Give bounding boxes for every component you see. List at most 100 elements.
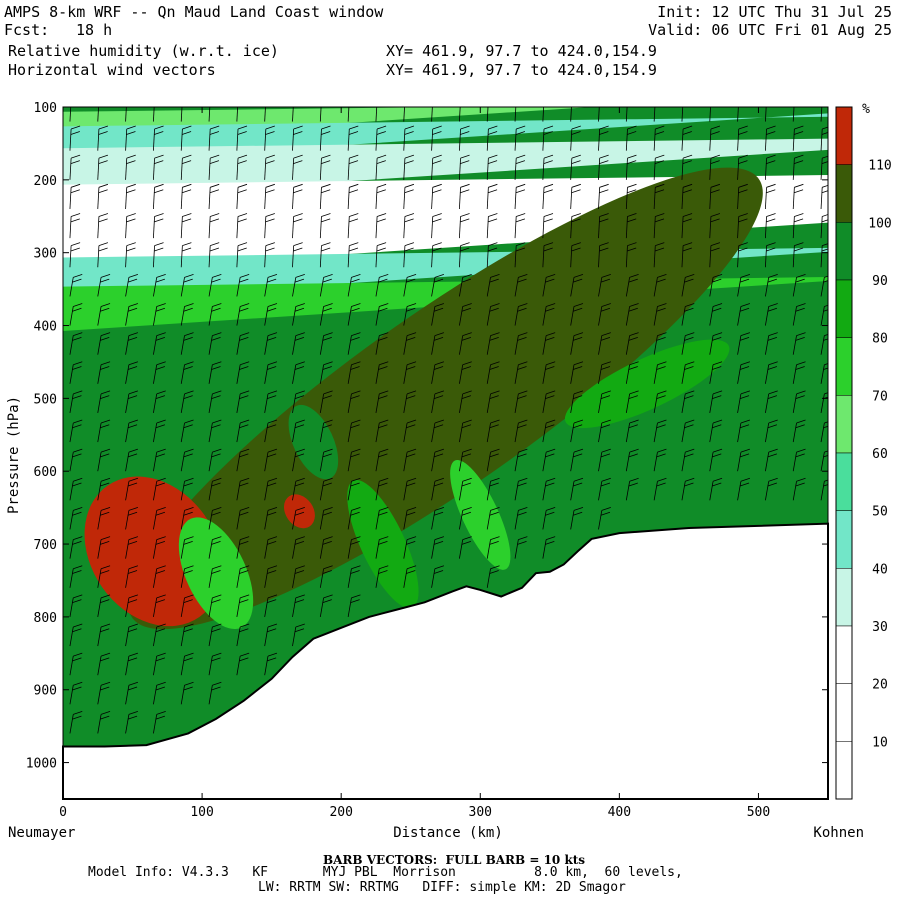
wind-barb — [319, 419, 333, 443]
wind-barb — [69, 107, 72, 122]
wind-barb — [264, 273, 278, 297]
colorbar-label: 60 — [872, 447, 888, 462]
wind-barb — [264, 652, 278, 676]
wind-barb — [236, 242, 248, 268]
wind-barb — [375, 419, 389, 443]
wind-barb — [236, 419, 250, 443]
x-tick-label: 100 — [190, 805, 213, 820]
wind-barb — [542, 303, 556, 326]
wind-barb — [820, 479, 828, 501]
wind-barb — [69, 536, 83, 559]
wind-barb — [459, 419, 472, 443]
wind-barb — [97, 652, 111, 676]
wind-barb — [709, 303, 723, 326]
wind-barb — [236, 361, 250, 384]
wind-barb — [514, 183, 526, 210]
wind-barb — [69, 213, 81, 239]
wind-barb — [431, 419, 445, 443]
humidity-cell-2 — [347, 479, 419, 609]
wind-barb — [403, 183, 415, 210]
wind-barb — [403, 536, 417, 559]
wind-barb — [125, 477, 139, 501]
wind-barb — [598, 303, 611, 326]
wind-barb — [375, 361, 389, 384]
wind-barb — [375, 332, 389, 355]
wind-barb — [180, 242, 192, 268]
wind-barb — [236, 565, 250, 588]
wind-barb — [347, 154, 359, 180]
wind-barb — [737, 448, 751, 472]
wind-barb — [153, 594, 166, 617]
x-tick-label: 400 — [608, 805, 631, 820]
wind-barb — [792, 242, 804, 268]
colorbar-label: 50 — [872, 505, 888, 520]
wind-barb — [208, 390, 222, 414]
wind-barb — [403, 125, 415, 151]
humidity-cell-5 — [288, 404, 339, 480]
y-tick-label: 600 — [34, 465, 57, 480]
wind-barb — [765, 183, 776, 210]
wind-barb — [820, 363, 828, 384]
wind-barb — [153, 361, 166, 384]
wind-barb — [514, 507, 528, 530]
wind-barb — [542, 213, 554, 239]
wind-barb — [180, 594, 194, 617]
colorbar-bin — [835, 337, 853, 396]
colorbar-label: 70 — [872, 389, 888, 404]
wind-barb — [264, 183, 275, 210]
wind-barb — [375, 154, 387, 180]
wind-barb — [180, 419, 194, 443]
wind-barb — [180, 652, 194, 676]
wind-barb — [319, 594, 333, 617]
cross-section-xy-1: XY= 461.9, 97.7 to 424.0,154.9 — [386, 42, 657, 60]
wind-barb — [97, 536, 111, 559]
wind-barb — [69, 477, 83, 501]
wind-barb — [514, 125, 526, 151]
wind-barb — [514, 303, 528, 326]
x-tick-label: 300 — [469, 805, 492, 820]
wind-barb — [820, 243, 828, 268]
barb-legend-note: BARB VECTORS: FULL BARB = 10 kts — [323, 853, 586, 867]
y-tick-label: 1000 — [26, 757, 57, 772]
forecast-value: 18 h — [76, 21, 113, 39]
colorbar-bin — [835, 395, 853, 454]
wind-barb — [598, 213, 609, 239]
wind-barb — [69, 681, 83, 705]
humidity-cell-4 — [564, 339, 730, 429]
wind-barb — [737, 332, 751, 355]
wind-barb — [347, 303, 361, 326]
wind-barb — [403, 213, 415, 239]
valid-time: Valid: 06 UTC Fri 01 Aug 25 — [648, 21, 892, 39]
wind-barb — [403, 361, 417, 384]
wind-barb — [765, 419, 778, 443]
wind-barb — [542, 154, 554, 180]
wind-barb — [292, 419, 305, 443]
wind-barb — [208, 107, 211, 122]
wind-barb — [236, 107, 239, 122]
wind-barb — [208, 303, 222, 326]
wind-barb — [625, 361, 639, 384]
wind-barb — [264, 507, 278, 530]
wind-barb — [347, 273, 361, 297]
wind-barb — [69, 448, 83, 472]
wind-barb — [97, 242, 109, 268]
wind-barb — [125, 448, 139, 472]
wind-barb — [319, 565, 333, 588]
wind-barb — [820, 214, 828, 239]
wind-barb — [153, 183, 164, 210]
wind-barb — [403, 107, 405, 122]
wind-barb — [264, 332, 278, 355]
wind-barb — [375, 390, 389, 414]
wind-barb — [514, 361, 528, 384]
wind-barb — [264, 536, 278, 559]
wind-barb — [208, 565, 222, 588]
wind-barb — [236, 332, 250, 355]
wind-barb — [403, 390, 417, 414]
wind-barb — [153, 390, 166, 414]
wind-barb — [347, 594, 361, 617]
wind-barb — [97, 303, 111, 326]
wind-barb — [264, 419, 278, 443]
y-tick-label: 200 — [34, 174, 57, 189]
wind-barb — [459, 448, 472, 472]
wind-barb — [681, 361, 695, 384]
